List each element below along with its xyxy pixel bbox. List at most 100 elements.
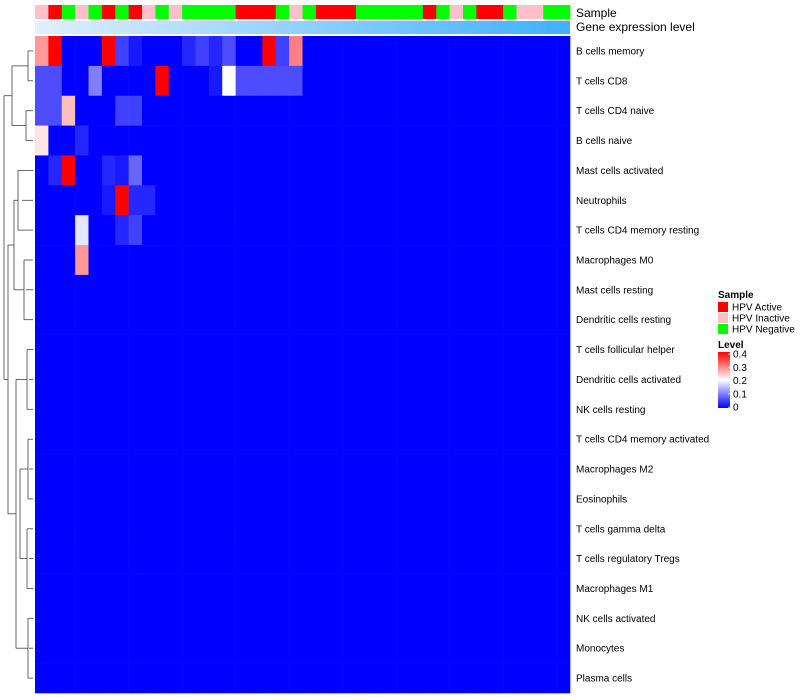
heatmap-cell — [503, 543, 517, 574]
heatmap-cell — [88, 65, 103, 97]
heatmap-cell — [382, 36, 397, 67]
heatmap-cell — [529, 334, 544, 365]
heatmap-cell — [396, 513, 410, 544]
heatmap-cell — [449, 95, 464, 126]
heatmap-cell — [369, 394, 384, 425]
heatmap-cell — [382, 245, 397, 276]
heatmap-cell — [369, 364, 384, 395]
heatmap-cell — [329, 215, 343, 246]
heatmap-cell — [556, 573, 571, 604]
heatmap-cell — [329, 573, 343, 604]
heatmap-cell — [516, 454, 531, 485]
heatmap-cell — [115, 483, 129, 515]
heatmap-cell — [409, 364, 424, 395]
row-labels: B cells memory T cells CD8 T cells CD4 nai… — [576, 46, 709, 684]
sample-annotation-cell — [315, 5, 330, 19]
heatmap-cell — [382, 573, 397, 604]
heatmap-cell — [516, 125, 531, 156]
heatmap-cell — [422, 633, 437, 664]
heatmap-cell — [155, 364, 170, 395]
heatmap-cell — [208, 513, 223, 544]
heatmap-cell — [463, 454, 477, 485]
heatmap-cell — [302, 424, 317, 455]
heatmap-cell — [249, 185, 263, 216]
heatmap-cell — [195, 304, 210, 335]
heatmap-cell — [195, 155, 210, 186]
heatmap-cell — [35, 454, 49, 485]
legend-sample-label: HPV Negative — [732, 325, 795, 336]
heatmap-cell — [88, 424, 103, 455]
heatmap-cell — [235, 633, 250, 664]
heatmap-cell — [88, 603, 103, 634]
heatmap-cell — [48, 454, 63, 485]
heatmap-cell — [208, 274, 223, 306]
heatmap-cell — [235, 364, 250, 395]
heatmap-cell — [476, 364, 491, 395]
heatmap-cell — [463, 334, 477, 365]
heatmap-cell — [208, 573, 223, 604]
heatmap-cell — [356, 633, 370, 664]
heatmap-cell — [182, 543, 196, 574]
heatmap-cell — [182, 215, 196, 246]
heatmap-cell — [529, 245, 544, 276]
heatmap-cell — [289, 483, 303, 515]
heatmap-cell — [128, 543, 143, 574]
heatmap-cell — [182, 663, 196, 694]
heatmap-cell — [275, 304, 290, 335]
heatmap-cell — [543, 483, 557, 515]
heatmap-cell — [168, 483, 183, 515]
heatmap-cell — [115, 364, 129, 395]
heatmap-cell — [422, 36, 437, 67]
sample-annotation-cell — [529, 5, 544, 19]
heatmap-cell — [35, 334, 49, 365]
heatmap-cell — [449, 215, 464, 246]
heatmap-cell — [516, 603, 531, 634]
heatmap-cell — [48, 36, 63, 67]
heatmap-cell — [489, 65, 504, 97]
heatmap-cell — [195, 454, 210, 485]
heatmap-cell — [275, 155, 290, 186]
heatmap-cell — [396, 543, 410, 574]
heatmap-cell — [208, 304, 223, 335]
heatmap-cell — [369, 95, 384, 126]
heatmap-cell — [35, 125, 49, 156]
heatmap-cell — [168, 125, 183, 156]
heatmap-cell — [128, 633, 143, 664]
heatmap-cell — [556, 454, 571, 485]
heatmap-cell — [489, 394, 504, 425]
heatmap-cell — [356, 245, 370, 276]
heatmap-cell — [275, 274, 290, 306]
heatmap-cell — [422, 573, 437, 604]
heatmap-cell — [249, 36, 263, 67]
heatmap-cell — [556, 65, 571, 97]
row-label: Eosinophils — [576, 494, 627, 505]
heatmap-cell — [262, 513, 277, 544]
heatmap-cell — [289, 95, 303, 126]
heatmap-cell — [168, 454, 183, 485]
heatmap-cell — [222, 65, 236, 97]
heatmap-cell — [262, 185, 277, 216]
heatmap-cell — [48, 663, 63, 694]
heatmap-cell — [101, 155, 116, 186]
heatmap-cell — [101, 334, 116, 365]
heatmap-cell — [168, 215, 183, 246]
heatmap-cell — [369, 245, 384, 276]
heatmap-cell — [422, 424, 437, 455]
heatmap-cell — [503, 483, 517, 515]
heatmap-cell — [556, 185, 571, 216]
heatmap-cell — [396, 95, 410, 126]
heatmap-cell — [396, 245, 410, 276]
heatmap-cell — [369, 483, 384, 515]
heatmap-cell — [182, 603, 196, 634]
heatmap-cell — [422, 454, 437, 485]
heatmap-cell — [489, 364, 504, 395]
heatmap-cell — [75, 513, 89, 544]
heatmap-cell — [315, 36, 330, 67]
heatmap-cell — [503, 364, 517, 395]
heatmap-cell — [463, 633, 477, 664]
heatmap-cell — [356, 454, 370, 485]
heatmap-cell — [101, 513, 116, 544]
heatmap-cell — [529, 513, 544, 544]
heatmap-cell — [543, 603, 557, 634]
sample-annotation-cell — [556, 5, 571, 19]
